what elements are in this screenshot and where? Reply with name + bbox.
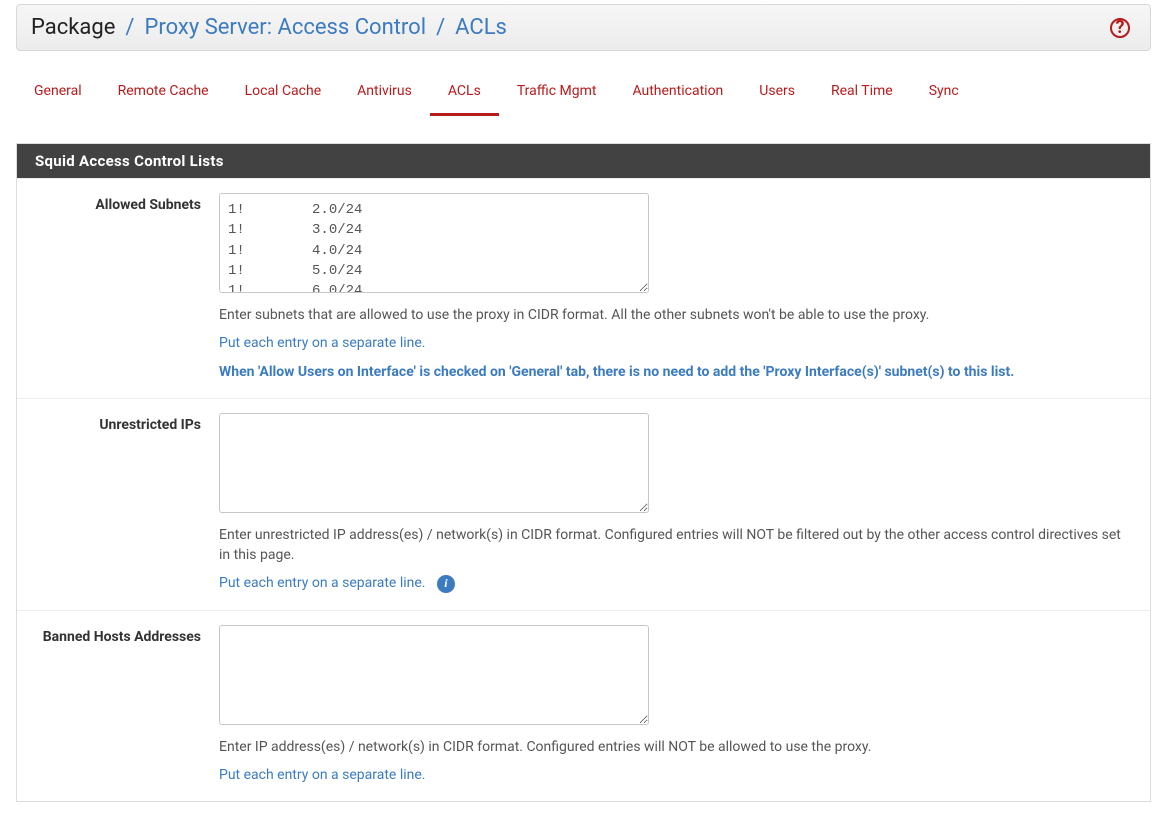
tab-real-time[interactable]: Real Time xyxy=(813,73,911,116)
breadcrumb-page[interactable]: Proxy Server: Access Control xyxy=(144,15,426,40)
note-unrestricted-ips: Put each entry on a separate line. xyxy=(219,575,425,591)
help-banned-hosts: Enter IP address(es) / network(s) in CID… xyxy=(219,737,1132,757)
control-unrestricted-ips: Enter unrestricted IP address(es) / netw… xyxy=(219,413,1132,594)
tab-authentication[interactable]: Authentication xyxy=(614,73,741,116)
breadcrumb-sep-1: / xyxy=(125,15,134,40)
note-allowed-subnets: Put each entry on a separate line. xyxy=(219,333,1132,353)
help-allowed-subnets: Enter subnets that are allowed to use th… xyxy=(219,305,1132,325)
label-banned-hosts: Banned Hosts Addresses xyxy=(35,625,219,786)
acl-panel: Squid Access Control Lists Allowed Subne… xyxy=(16,143,1151,802)
breadcrumb-root: Package xyxy=(31,15,115,40)
tab-remote-cache[interactable]: Remote Cache xyxy=(100,73,227,116)
breadcrumb-sub[interactable]: ACLs xyxy=(455,15,507,40)
tabs: General Remote Cache Local Cache Antivir… xyxy=(16,73,1151,117)
tab-acls[interactable]: ACLs xyxy=(430,73,499,116)
tab-general[interactable]: General xyxy=(16,73,100,116)
breadcrumb: Package / Proxy Server: Access Control /… xyxy=(31,15,507,40)
label-allowed-subnets: Allowed Subnets xyxy=(35,193,219,382)
banned-hosts-textarea[interactable] xyxy=(219,625,649,725)
tab-traffic-mgmt[interactable]: Traffic Mgmt xyxy=(499,73,615,116)
note-banned-hosts: Put each entry on a separate line. xyxy=(219,765,1132,785)
tab-antivirus[interactable]: Antivirus xyxy=(339,73,430,116)
row-banned-hosts: Banned Hosts Addresses Enter IP address(… xyxy=(17,610,1150,802)
help-unrestricted-ips: Enter unrestricted IP address(es) / netw… xyxy=(219,525,1132,566)
tab-local-cache[interactable]: Local Cache xyxy=(227,73,340,116)
tab-users[interactable]: Users xyxy=(741,73,813,116)
bold-note-allowed-subnets: When 'Allow Users on Interface' is check… xyxy=(219,362,1132,382)
note-line-unrestricted-ips: Put each entry on a separate line. i xyxy=(219,573,1132,593)
control-banned-hosts: Enter IP address(es) / network(s) in CID… xyxy=(219,625,1132,786)
breadcrumb-sep-2: / xyxy=(436,15,445,40)
row-allowed-subnets: Allowed Subnets Enter subnets that are a… xyxy=(17,178,1150,398)
row-unrestricted-ips: Unrestricted IPs Enter unrestricted IP a… xyxy=(17,398,1150,610)
info-icon[interactable]: i xyxy=(437,575,455,593)
breadcrumb-bar: Package / Proxy Server: Access Control /… xyxy=(16,4,1151,51)
help-icon[interactable]: ? xyxy=(1110,18,1130,38)
panel-title: Squid Access Control Lists xyxy=(17,144,1150,178)
unrestricted-ips-textarea[interactable] xyxy=(219,413,649,513)
label-unrestricted-ips: Unrestricted IPs xyxy=(35,413,219,594)
control-allowed-subnets: Enter subnets that are allowed to use th… xyxy=(219,193,1132,382)
allowed-subnets-textarea[interactable] xyxy=(219,193,649,293)
tab-sync[interactable]: Sync xyxy=(911,73,977,116)
